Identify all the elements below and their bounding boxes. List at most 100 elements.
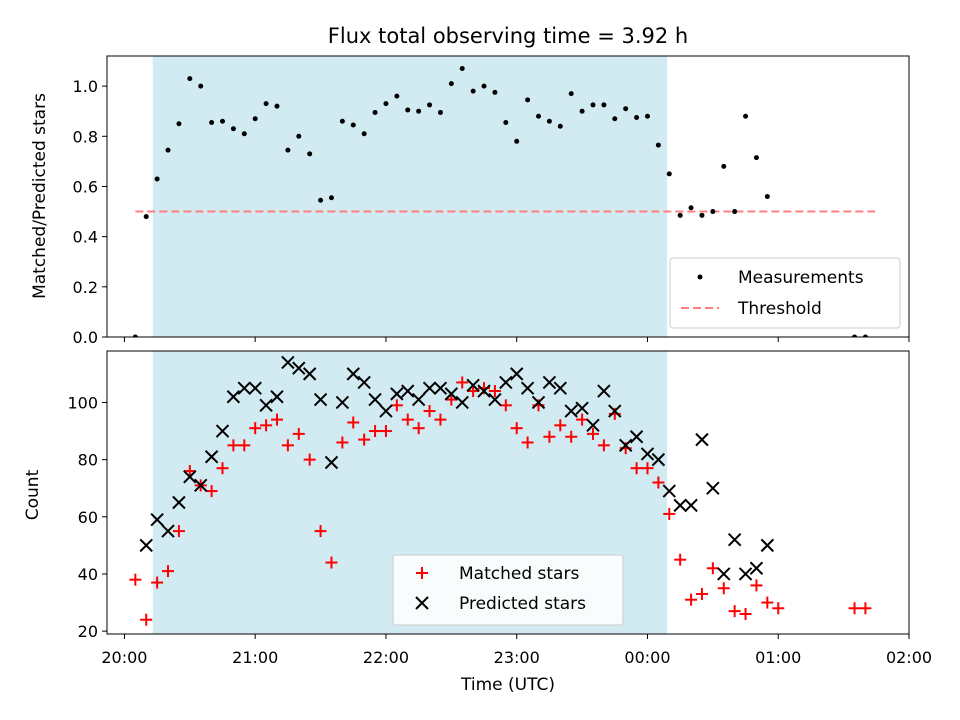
legend-marker-matched [416, 567, 428, 579]
matched-stars-point [750, 579, 763, 592]
bottom-xtick-label: 01:00 [755, 648, 801, 667]
matched-stars-point [510, 422, 523, 435]
legend-label-measurements: Measurements [738, 268, 864, 288]
predicted-stars-point-b [433, 381, 448, 395]
bottom-axes-frame [106, 350, 910, 635]
legend-marker-measurements [697, 274, 703, 280]
measurements-point [241, 131, 247, 137]
matched-stars-point [739, 607, 752, 620]
predicted-stars-point-b [662, 484, 676, 498]
measurements-point [285, 147, 291, 153]
predicted-stars-point [618, 438, 633, 453]
top-ytick-label: 0.6 [73, 177, 98, 196]
predicted-stars-point-b [695, 432, 709, 447]
bottom-xtick-label: 22:00 [363, 648, 409, 667]
matched-stars-point [260, 419, 273, 432]
bottom-panel: 20 40 60 80 100 20:00 21:00 22:00 23:00 00:00 01:0… [23, 350, 932, 695]
predicted-stars-point [586, 418, 600, 433]
measurements-point [252, 116, 258, 122]
bottom-ytick-label: 60 [78, 508, 98, 527]
predicted-stars-point [706, 481, 720, 495]
measurements-point [416, 108, 422, 114]
matched-stars-point [859, 602, 872, 615]
bottom-xtick-label: 02:00 [886, 648, 932, 667]
measurements-point [634, 114, 640, 120]
predicted-stars-point-b [346, 367, 360, 381]
matched-stars-point [434, 413, 447, 426]
measurements-point [220, 118, 226, 124]
predicted-stars-point-b [292, 361, 306, 375]
matched-stars-point [227, 439, 240, 452]
matched-stars-point [728, 605, 741, 618]
top-ytick-label: 0.0 [73, 328, 98, 347]
predicted-stars-point [542, 375, 557, 390]
matched-stars-point [761, 596, 774, 609]
predicted-stars-point [194, 478, 208, 493]
predicted-stars-point [651, 452, 666, 467]
predicted-stars-point-b [248, 381, 262, 395]
predicted-stars-point [673, 498, 687, 513]
predicted-stars-point-b [161, 524, 175, 538]
matched-stars-point [521, 436, 534, 449]
bottom-ytick-label: 20 [78, 622, 98, 641]
top-ytick-label: 1.0 [73, 77, 98, 96]
measurements-point [568, 91, 574, 97]
predicted-stars-point [204, 450, 219, 464]
predicted-stars-point-b [684, 498, 698, 513]
measurements-point [492, 89, 498, 95]
predicted-stars-point-b [499, 375, 513, 390]
predicted-stars-point-b [183, 470, 197, 484]
predicted-stars-point-b [597, 384, 611, 398]
predicted-stars-point-b [401, 384, 415, 398]
predicted-stars-point [520, 381, 535, 395]
predicted-stars-point-b [237, 381, 252, 395]
matched-stars-point [401, 413, 414, 426]
measurements-point [437, 109, 443, 115]
predicted-stars-point-b [531, 395, 546, 410]
bottom-legend-box [392, 554, 624, 626]
matched-stars-point [630, 462, 643, 475]
top-ytick-label: 0.4 [73, 228, 98, 247]
predicted-stars-point-b [488, 392, 502, 407]
bottom-ytick-label: 100 [67, 393, 98, 412]
predicted-stars-point-b [586, 418, 600, 433]
matched-stars-point [369, 425, 382, 438]
predicted-stars-point [629, 430, 644, 444]
predicted-stars-point-b [553, 381, 568, 395]
measurements-point [361, 131, 367, 137]
measurements-point [318, 197, 324, 203]
predicted-stars-point-b [608, 404, 622, 418]
measurements-point [187, 76, 193, 82]
bottom-xtick-label: 23:00 [494, 648, 540, 667]
predicted-stars-point [270, 390, 284, 404]
measurements-point [405, 107, 411, 113]
predicted-stars-point [455, 395, 469, 410]
matched-stars-point [423, 405, 436, 418]
bottom-xtick-label: 20:00 [101, 648, 147, 667]
matched-stars-point [162, 565, 175, 578]
measurements-point [644, 113, 650, 119]
predicted-stars-point [531, 395, 546, 410]
measurements-point [557, 123, 563, 129]
top-ytick-label: 0.2 [73, 278, 98, 297]
predicted-stars-point [226, 390, 241, 404]
top-observing-span [152, 56, 668, 337]
predicted-stars-point [357, 375, 371, 390]
measurements-point [470, 88, 476, 94]
measurements-point [612, 116, 618, 122]
matched-stars-point [390, 399, 403, 412]
predicted-stars-point [499, 375, 513, 390]
top-plot-area: 0.0 0.2 0.4 0.6 0.8 1.0 [73, 55, 910, 347]
predicted-stars-point [444, 387, 459, 401]
matched-stars-point [848, 602, 861, 615]
measurements-point [601, 102, 607, 108]
matched-stars-point [358, 433, 371, 446]
matched-stars-point [641, 462, 654, 475]
predicted-stars-point-b [259, 398, 273, 413]
matched-stars-point [576, 413, 589, 426]
predicted-stars-point [717, 567, 731, 581]
predicted-stars-point-b [444, 387, 459, 401]
matched-stars-point [129, 573, 142, 586]
predicted-stars-point [422, 381, 437, 395]
predicted-stars-point-b [313, 392, 328, 407]
